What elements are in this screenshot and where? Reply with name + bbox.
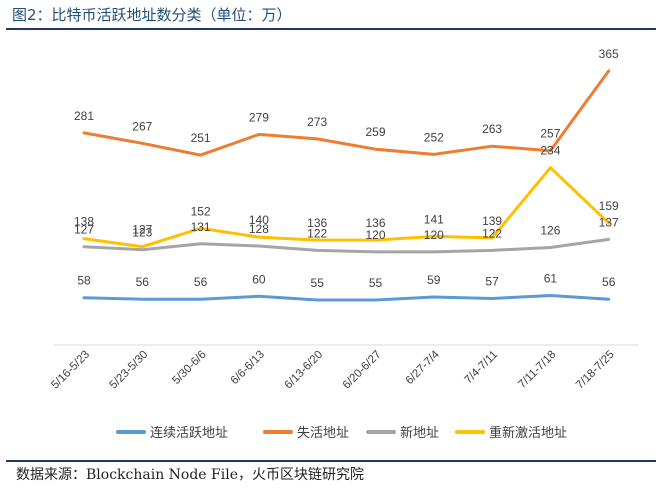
x-tick-label: 7/18-7/25	[574, 349, 617, 392]
legend-label: 重新激活地址	[489, 425, 567, 441]
data-label: 120	[365, 228, 385, 242]
data-label: 123	[132, 226, 152, 240]
data-label: 234	[540, 144, 560, 158]
source-note: 数据来源：Blockchain Node File，火币区块链研究院	[16, 467, 364, 483]
data-label: 127	[74, 223, 94, 237]
data-label: 263	[482, 122, 502, 136]
data-label: 122	[307, 226, 327, 240]
series-line-0	[82, 294, 611, 302]
data-label: 126	[540, 224, 560, 238]
data-label: 138	[74, 215, 94, 229]
data-label: 281	[74, 109, 94, 123]
data-label: 259	[365, 125, 385, 139]
x-tick-label: 5/16-5/23	[49, 349, 92, 392]
data-label: 131	[191, 220, 211, 234]
x-tick-label: 5/30-6/6	[170, 349, 208, 387]
series-line-2	[82, 237, 611, 254]
data-label: 159	[599, 199, 619, 213]
line-chart: 58 56 56 60 55 55 59 57 61 56 281 267 251 279 273 259 25…	[49, 47, 639, 441]
title-rule	[6, 28, 656, 30]
x-tick-label: 6/6-6/13	[229, 349, 267, 387]
data-label: 56	[194, 275, 208, 289]
data-label: 251	[191, 131, 211, 145]
data-label: 140	[249, 213, 269, 227]
data-label: 152	[191, 204, 211, 218]
data-label: 136	[365, 216, 385, 230]
data-label: 136	[307, 216, 327, 230]
x-tick-label: 6/13-6/20	[282, 349, 325, 392]
data-label: 56	[602, 275, 616, 289]
data-label: 141	[424, 212, 444, 226]
data-label: 257	[540, 127, 560, 141]
x-tick-label: 7/11-7/18	[516, 349, 558, 391]
data-label: 252	[424, 130, 444, 144]
legend-label: 失活地址	[297, 426, 349, 441]
data-label: 61	[544, 272, 558, 286]
x-tick-label: 6/27-7/4	[404, 348, 443, 387]
data-label: 56	[136, 275, 150, 289]
data-label: 58	[77, 274, 91, 288]
data-label: 59	[427, 273, 441, 287]
data-label: 279	[249, 110, 269, 124]
data-label: 365	[599, 47, 619, 61]
data-label: 120	[424, 228, 444, 242]
x-tick-label: 6/20-6/27	[341, 349, 384, 392]
data-label: 139	[482, 214, 502, 228]
data-label: 127	[132, 223, 152, 237]
chart-title: 图2：比特币活跃地址数分类（单位：万）	[12, 6, 292, 24]
data-label: 55	[311, 276, 325, 290]
source-rule	[6, 460, 656, 462]
legend-label: 新地址	[400, 425, 439, 441]
data-label: 122	[482, 226, 502, 240]
x-tick-label: 7/4-7/11	[462, 349, 500, 387]
series-line-3	[82, 166, 611, 249]
data-label: 55	[369, 276, 383, 290]
series-line-1	[82, 69, 611, 157]
data-label: 128	[249, 222, 269, 236]
legend-label: 连续活跃地址	[150, 425, 228, 441]
data-label: 60	[252, 272, 266, 286]
data-label: 267	[132, 119, 152, 133]
data-label: 137	[599, 215, 619, 229]
data-label: 57	[485, 275, 499, 289]
x-tick-label: 5/23-5/30	[108, 349, 151, 392]
data-label: 273	[307, 115, 327, 129]
